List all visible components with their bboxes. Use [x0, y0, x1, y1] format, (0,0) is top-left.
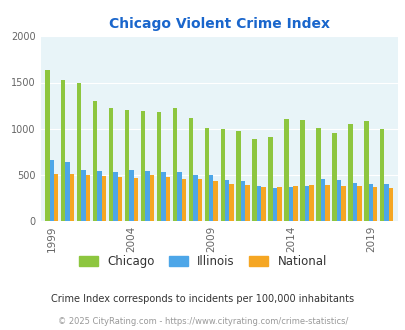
Bar: [97, 171, 102, 221]
Bar: [277, 187, 281, 221]
Bar: [292, 186, 297, 221]
Bar: [320, 179, 324, 221]
Bar: [368, 184, 372, 221]
Bar: [86, 175, 90, 221]
Bar: [272, 188, 277, 221]
Bar: [284, 118, 288, 221]
Bar: [324, 184, 329, 221]
Bar: [331, 133, 336, 221]
Legend: Chicago, Illinois, National: Chicago, Illinois, National: [74, 250, 331, 273]
Bar: [388, 188, 392, 221]
Bar: [363, 121, 368, 221]
Bar: [209, 175, 213, 221]
Bar: [149, 175, 154, 221]
Bar: [352, 183, 356, 221]
Bar: [336, 180, 340, 221]
Bar: [256, 186, 261, 221]
Bar: [54, 174, 58, 221]
Bar: [197, 179, 202, 221]
Bar: [309, 184, 313, 221]
Bar: [340, 186, 345, 221]
Bar: [161, 172, 165, 221]
Bar: [204, 128, 209, 221]
Bar: [356, 186, 360, 221]
Bar: [45, 70, 49, 221]
Bar: [181, 179, 185, 221]
Bar: [315, 128, 320, 221]
Bar: [304, 186, 309, 221]
Bar: [193, 175, 197, 221]
Bar: [224, 180, 229, 221]
Bar: [172, 108, 177, 221]
Bar: [145, 171, 149, 221]
Text: © 2025 CityRating.com - https://www.cityrating.com/crime-statistics/: © 2025 CityRating.com - https://www.city…: [58, 317, 347, 326]
Bar: [240, 182, 245, 221]
Bar: [49, 160, 54, 221]
Title: Chicago Violent Crime Index: Chicago Violent Crime Index: [109, 17, 329, 31]
Bar: [236, 131, 240, 221]
Bar: [229, 184, 233, 221]
Bar: [141, 111, 145, 221]
Bar: [81, 170, 86, 221]
Bar: [177, 172, 181, 221]
Bar: [261, 187, 265, 221]
Bar: [117, 177, 122, 221]
Bar: [252, 139, 256, 221]
Bar: [213, 182, 217, 221]
Bar: [133, 178, 138, 221]
Bar: [245, 185, 249, 221]
Text: Crime Index corresponds to incidents per 100,000 inhabitants: Crime Index corresponds to incidents per…: [51, 294, 354, 304]
Bar: [65, 162, 70, 221]
Bar: [220, 129, 224, 221]
Bar: [156, 112, 161, 221]
Bar: [61, 80, 65, 221]
Bar: [77, 83, 81, 221]
Bar: [188, 118, 193, 221]
Bar: [109, 108, 113, 221]
Bar: [129, 170, 133, 221]
Bar: [124, 110, 129, 221]
Bar: [379, 129, 384, 221]
Bar: [165, 177, 170, 221]
Bar: [300, 120, 304, 221]
Bar: [113, 172, 117, 221]
Bar: [93, 101, 97, 221]
Bar: [288, 187, 292, 221]
Bar: [268, 137, 272, 221]
Bar: [347, 124, 352, 221]
Bar: [372, 187, 377, 221]
Bar: [70, 175, 74, 221]
Bar: [384, 184, 388, 221]
Bar: [102, 176, 106, 221]
